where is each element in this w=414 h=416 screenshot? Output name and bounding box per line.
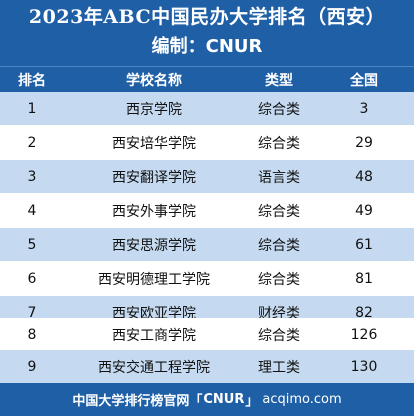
header: 2023年ABC中国民办大学排名（西安） 编制：CNUR: [0, 0, 414, 66]
school-name-cell: 西安培华学院: [112, 135, 196, 152]
type-cell: 财经类: [258, 305, 300, 322]
type-cell: 理工类: [258, 359, 300, 376]
footer-text-prefix: 中国大学排行榜官网「: [72, 394, 203, 409]
school-name-cell: 西安外事学院: [112, 203, 196, 220]
rank-cell: 1: [27, 100, 37, 117]
national-rank-cell: 81: [355, 270, 373, 287]
table-header: 排名 学校名称 类型 全国: [0, 66, 414, 92]
rank-cell: 2: [27, 134, 37, 151]
rank-cell: 6: [27, 270, 37, 287]
national-rank-cell: 61: [355, 236, 373, 253]
school-name-cell: 西京学院: [126, 101, 182, 118]
national-rank-cell: 82: [355, 304, 373, 321]
national-rank-cell: 3: [359, 100, 369, 117]
school-name-cell: 西安工商学院: [112, 327, 196, 344]
footer-brand: CNUR: [203, 392, 245, 407]
type-cell: 语言类: [258, 169, 300, 186]
type-cell: 综合类: [258, 237, 300, 254]
school-name-cell: 西安明德理工学院: [98, 271, 210, 288]
national-rank-cell: 29: [355, 134, 373, 151]
national-rank-cell: 48: [355, 168, 373, 185]
national-rank-cell: 49: [355, 202, 373, 219]
rank-cell: 9: [27, 358, 37, 375]
table-row: 4 西安外事学院 综合类 49: [0, 194, 414, 228]
school-name-cell: 西安翻译学院: [112, 169, 196, 186]
footer-domain: acqimo.com: [262, 392, 342, 407]
table-row: 9 西安交通工程学院 理工类 130: [0, 350, 414, 384]
school-name-cell: 西安交通工程学院: [98, 359, 210, 376]
table-row: 3 西安翻译学院 语言类 48: [0, 160, 414, 194]
column-header-type: 类型: [265, 72, 293, 89]
table-row: 5 西安思源学院 综合类 61: [0, 228, 414, 262]
column-header-school-name: 学校名称: [126, 72, 182, 89]
rank-cell: 7: [27, 304, 37, 321]
type-cell: 综合类: [258, 271, 300, 288]
table-row: 1 西京学院 综合类 3: [0, 92, 414, 126]
rank-cell: 8: [27, 326, 37, 343]
school-name-cell: 西安思源学院: [112, 237, 196, 254]
school-name-cell: 西安欧亚学院: [112, 305, 196, 322]
page-subtitle: 编制：CNUR: [151, 36, 263, 57]
rank-cell: 5: [27, 236, 37, 253]
table-row: 6 西安明德理工学院 综合类 81: [0, 262, 414, 296]
footer-banner: 中国大学排行榜官网「 CNUR 」 acqimo.com: [0, 383, 414, 416]
column-header-national: 全国: [350, 72, 378, 89]
page-title: 2023年ABC中国民办大学排名（西安）: [28, 6, 386, 28]
type-cell: 综合类: [258, 327, 300, 344]
type-cell: 综合类: [258, 101, 300, 118]
footer-text-suffix: 」: [245, 394, 259, 409]
national-rank-cell: 126: [350, 326, 378, 343]
rank-cell: 4: [27, 202, 37, 219]
national-rank-cell: 130: [350, 358, 378, 375]
type-cell: 综合类: [258, 203, 300, 220]
type-cell: 综合类: [258, 135, 300, 152]
rank-cell: 3: [27, 168, 37, 185]
table-row: 8 西安工商学院 综合类 126: [0, 318, 414, 352]
column-header-rank: 排名: [18, 72, 46, 89]
table-row: 2 西安培华学院 综合类 29: [0, 126, 414, 160]
